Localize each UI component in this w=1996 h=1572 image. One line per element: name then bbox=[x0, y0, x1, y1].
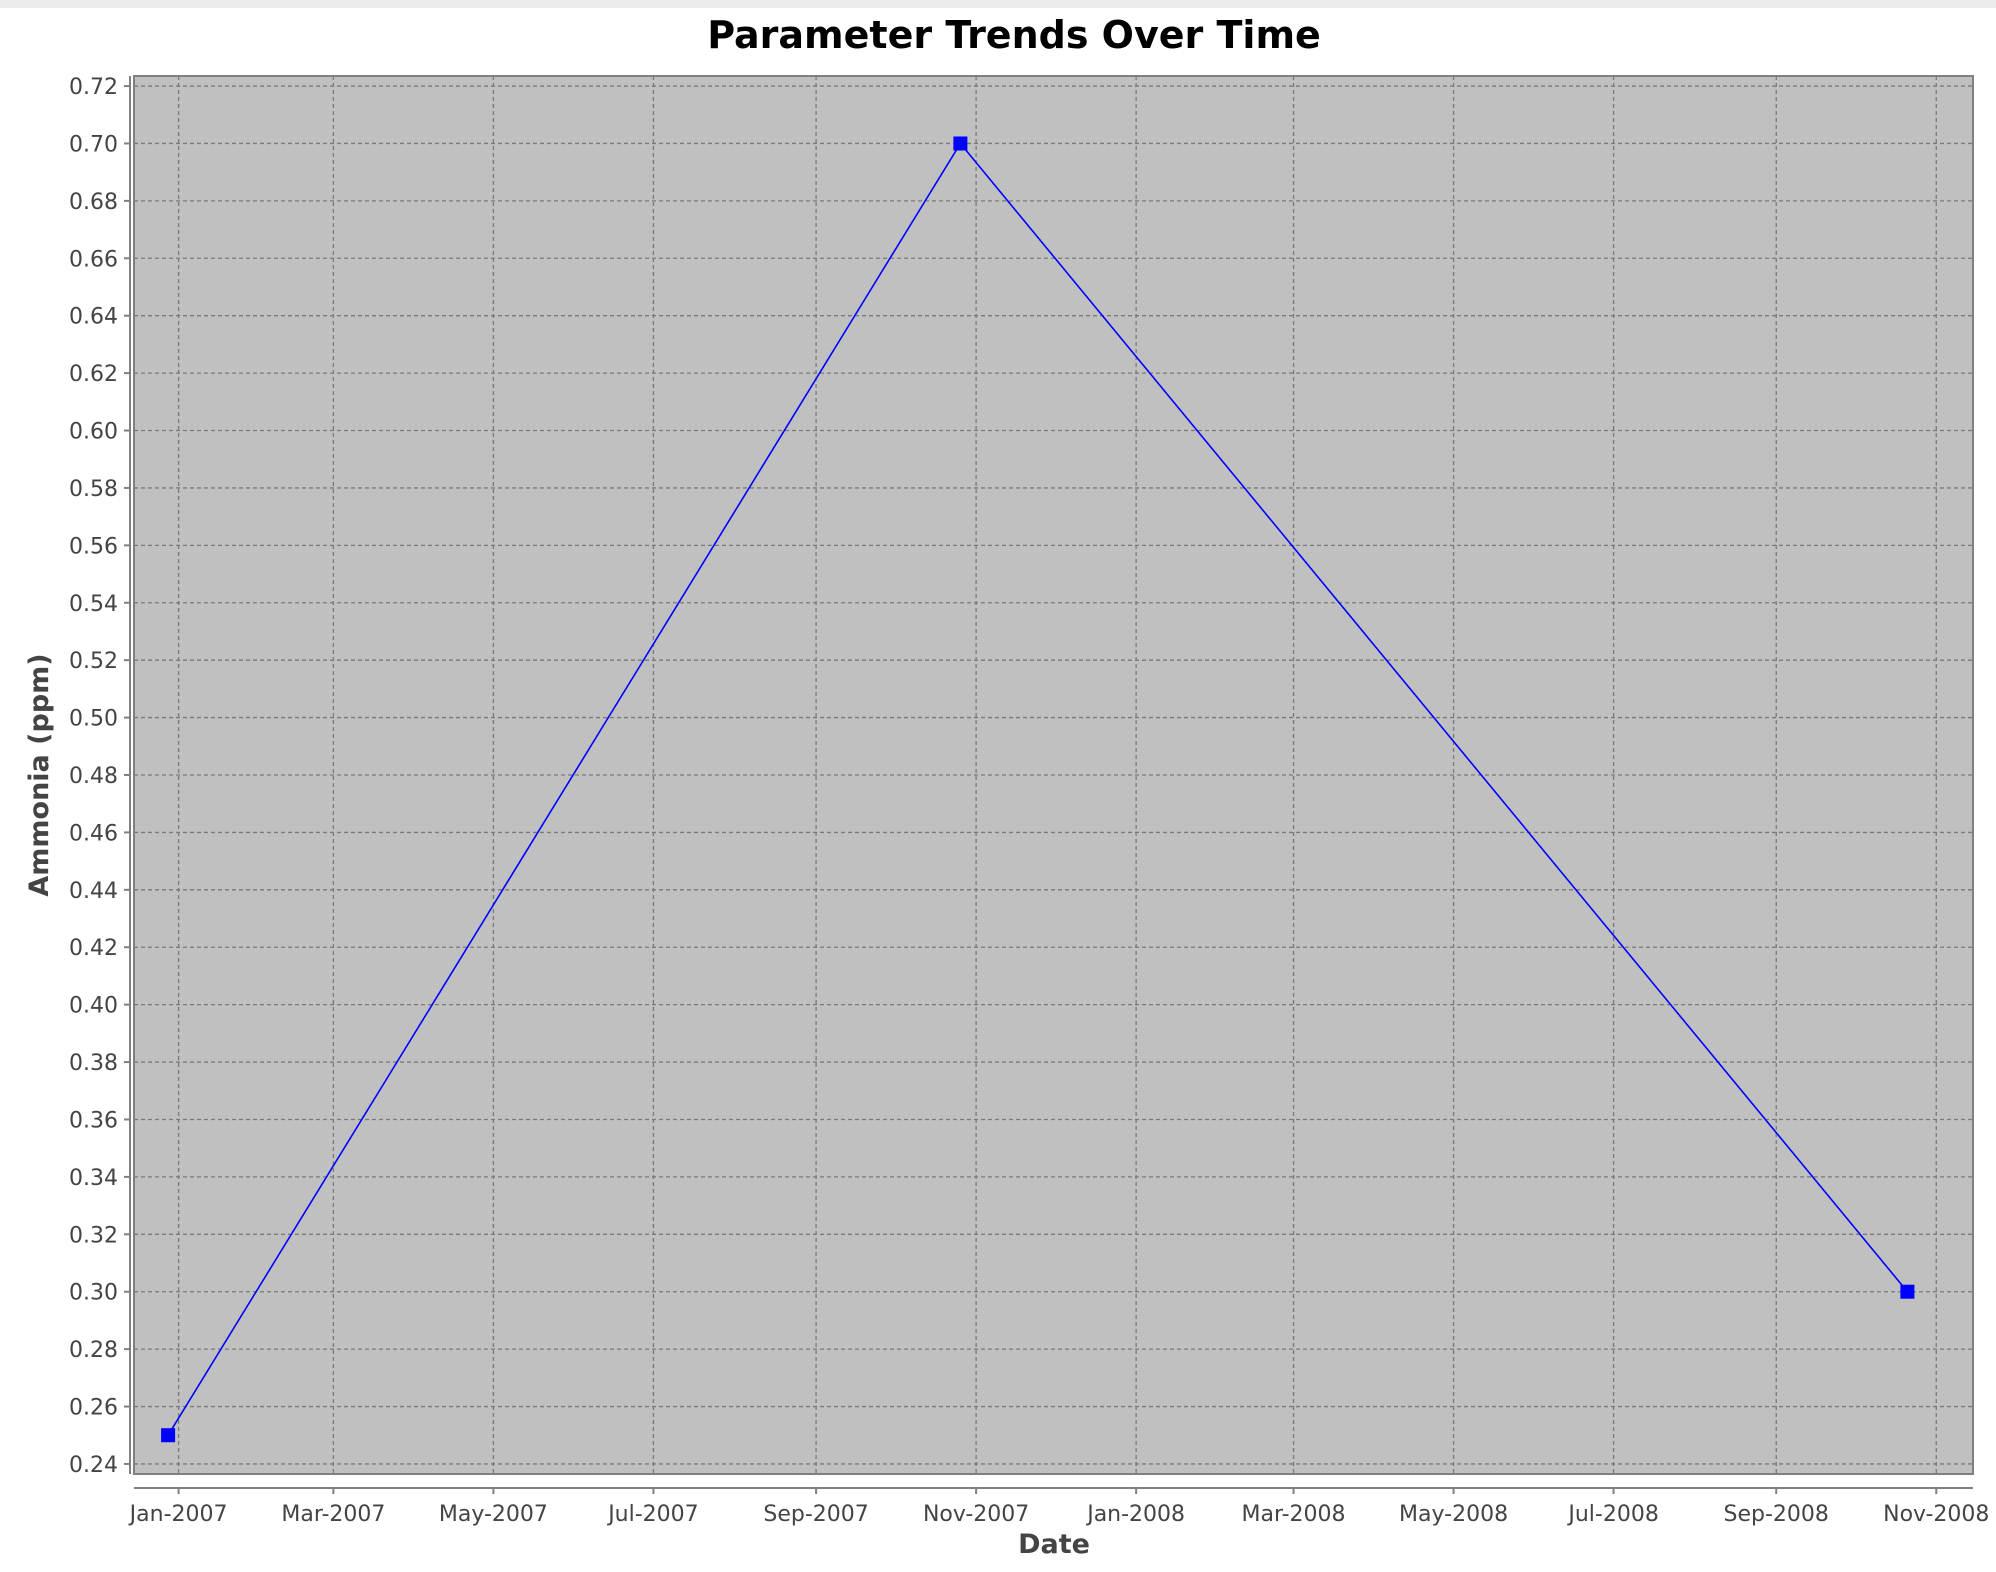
y-tick-label: 0.24 bbox=[69, 1453, 118, 1478]
y-tick-label: 0.28 bbox=[69, 1338, 118, 1363]
y-tick-label: 0.36 bbox=[69, 1108, 118, 1133]
y-tick-label: 0.26 bbox=[69, 1396, 118, 1421]
y-tick-label: 0.52 bbox=[69, 649, 118, 674]
y-tick-label: 0.48 bbox=[69, 764, 118, 789]
y-tick-label: 0.60 bbox=[69, 420, 118, 445]
x-tick-label: May-2008 bbox=[1399, 1502, 1508, 1527]
x-tick-label: Jan-2007 bbox=[128, 1502, 228, 1527]
data-point bbox=[953, 136, 968, 151]
x-axis-label: Date bbox=[1018, 1529, 1090, 1560]
chart-title: Parameter Trends Over Time bbox=[707, 13, 1321, 57]
y-tick-label: 0.42 bbox=[69, 936, 118, 961]
x-tick-label: Nov-2007 bbox=[923, 1502, 1029, 1527]
y-tick-label: 0.62 bbox=[69, 362, 118, 387]
y-tick-label: 0.72 bbox=[69, 75, 118, 100]
data-point bbox=[161, 1428, 176, 1443]
y-tick-label: 0.70 bbox=[69, 132, 118, 157]
x-tick-label: Jul-2007 bbox=[606, 1502, 698, 1527]
x-tick-label: Nov-2008 bbox=[1883, 1502, 1989, 1527]
y-tick-label: 0.46 bbox=[69, 821, 118, 846]
y-tick-label: 0.66 bbox=[69, 247, 118, 272]
y-axis: 0.24 0.26 0.28 0.30 0.32 0.34 0.36 0.38 0.40 0.42… bbox=[69, 75, 131, 1478]
x-tick-label: Mar-2007 bbox=[281, 1502, 385, 1527]
x-axis: Jan-2007 Mar-2007 May-2007 Jul-2007 Sep-2007… bbox=[128, 1487, 1989, 1527]
x-tick-label: Sep-2007 bbox=[763, 1502, 868, 1527]
y-tick-label: 0.50 bbox=[69, 707, 118, 732]
series-layer bbox=[161, 136, 1915, 1443]
x-tick-label: May-2007 bbox=[439, 1502, 548, 1527]
y-tick-label: 0.58 bbox=[69, 477, 118, 502]
y-tick-label: 0.44 bbox=[69, 879, 118, 904]
y-tick-label: 0.54 bbox=[69, 592, 118, 617]
x-tick-label: Sep-2008 bbox=[1724, 1502, 1829, 1527]
x-tick-label: Jul-2008 bbox=[1566, 1502, 1658, 1527]
y-tick-label: 0.40 bbox=[69, 994, 118, 1019]
chart: Parameter Trends Over Time 0.240.260.280… bbox=[24, 13, 1989, 1560]
y-tick-label: 0.38 bbox=[69, 1051, 118, 1076]
y-tick-label: 0.30 bbox=[69, 1281, 118, 1306]
y-tick-label: 0.32 bbox=[69, 1223, 118, 1248]
y-tick-label: 0.68 bbox=[69, 190, 118, 215]
data-point bbox=[1900, 1284, 1915, 1299]
y-tick-label: 0.34 bbox=[69, 1166, 118, 1191]
y-tick-label: 0.64 bbox=[69, 305, 118, 330]
x-tick-label: Mar-2008 bbox=[1242, 1502, 1346, 1527]
y-axis-label: Ammonia (ppm) bbox=[24, 653, 55, 896]
grid-lines bbox=[134, 76, 1973, 1474]
x-tick-label: Jan-2008 bbox=[1085, 1502, 1185, 1527]
y-tick-label: 0.56 bbox=[69, 534, 118, 559]
